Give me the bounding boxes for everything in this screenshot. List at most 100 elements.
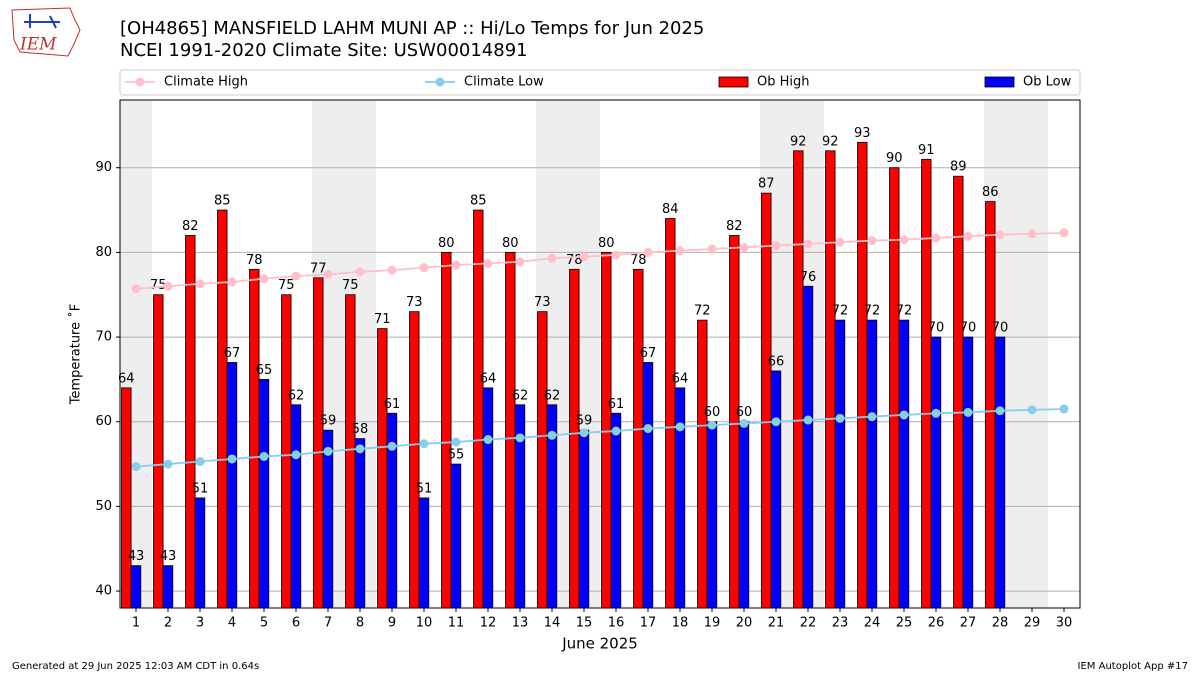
data-label: 59 <box>576 414 593 429</box>
x-tick-label: 24 <box>864 616 881 631</box>
point <box>387 265 397 275</box>
y-tick-label: 70 <box>95 330 112 345</box>
data-label: 61 <box>384 397 401 412</box>
point <box>1059 228 1069 238</box>
bar <box>121 387 132 609</box>
data-label: 85 <box>470 194 487 209</box>
bar <box>866 319 878 609</box>
data-label: 73 <box>534 295 551 310</box>
point <box>483 258 493 268</box>
data-label: 92 <box>790 134 807 149</box>
logo: IEM <box>11 7 81 57</box>
bar <box>217 209 228 609</box>
point <box>963 407 973 417</box>
bar <box>409 311 420 609</box>
data-label: 62 <box>512 388 529 403</box>
point <box>995 230 1005 240</box>
point <box>931 408 941 418</box>
bar <box>185 235 196 609</box>
data-label: 84 <box>662 202 679 217</box>
data-label: 59 <box>320 414 337 429</box>
data-label: 71 <box>374 312 391 327</box>
point <box>387 441 397 451</box>
point <box>1027 405 1037 415</box>
bar <box>665 218 676 609</box>
bar <box>921 158 932 609</box>
data-label: 90 <box>886 151 903 166</box>
bar <box>569 268 580 609</box>
line <box>135 408 1065 468</box>
x-tick-label: 12 <box>480 616 497 631</box>
bar <box>322 429 334 609</box>
legend-label: Ob Low <box>1023 75 1072 90</box>
x-tick-label: 11 <box>448 616 465 631</box>
data-label: 82 <box>726 219 743 234</box>
bar <box>354 438 366 609</box>
data-label: 70 <box>960 321 977 336</box>
point <box>803 239 813 249</box>
point <box>547 430 557 440</box>
point <box>739 418 749 428</box>
point <box>291 271 301 281</box>
point <box>259 451 269 461</box>
point <box>451 437 461 447</box>
point <box>995 406 1005 416</box>
weekend-shade <box>1016 100 1048 608</box>
data-label: 64 <box>480 371 497 386</box>
data-label: 55 <box>448 448 465 463</box>
bar <box>377 328 388 609</box>
bar <box>706 421 718 609</box>
chart-title: [OH4865] MANSFIELD LAHM MUNI AP :: Hi/Lo… <box>120 18 704 39</box>
y-tick-label: 90 <box>95 160 112 175</box>
x-tick-label: 13 <box>512 616 529 631</box>
point <box>227 454 237 464</box>
point <box>259 274 269 284</box>
bar <box>345 294 356 609</box>
point <box>163 459 173 469</box>
data-label: 77 <box>310 261 327 276</box>
x-tick-label: 19 <box>704 616 721 631</box>
data-label: 61 <box>608 397 625 412</box>
bar <box>985 201 996 609</box>
point <box>867 412 877 422</box>
legend-label: Ob High <box>757 75 810 90</box>
bar <box>258 378 270 609</box>
y-axis-label: Temperature ˚F <box>68 304 84 405</box>
bar <box>697 319 708 609</box>
point <box>739 242 749 252</box>
data-label: 64 <box>672 371 689 386</box>
point <box>515 257 525 267</box>
bar <box>802 285 814 609</box>
data-label: 60 <box>704 405 721 420</box>
point <box>899 410 909 420</box>
legend-box <box>119 69 1081 96</box>
bar <box>537 311 548 609</box>
bar <box>505 251 516 609</box>
point <box>195 457 205 467</box>
x-tick-label: 16 <box>608 616 625 631</box>
point <box>771 417 781 427</box>
bar <box>793 150 804 609</box>
point <box>547 253 557 263</box>
data-label: 43 <box>128 549 145 564</box>
bar <box>130 565 142 609</box>
data-label: 80 <box>502 236 519 251</box>
x-tick-label: 30 <box>1056 616 1073 631</box>
footer-left: Generated at 29 Jun 2025 12:03 AM CDT in… <box>12 661 259 672</box>
data-label: 51 <box>416 481 433 496</box>
data-label: 65 <box>256 363 273 378</box>
bar <box>441 251 452 609</box>
x-tick-label: 9 <box>388 616 396 631</box>
point <box>515 433 525 443</box>
data-label: 62 <box>288 388 305 403</box>
x-tick-label: 15 <box>576 616 593 631</box>
point <box>707 420 717 430</box>
x-tick-label: 25 <box>896 616 913 631</box>
data-label: 64 <box>118 371 135 386</box>
y-tick-label: 40 <box>95 584 112 599</box>
data-label: 82 <box>182 219 199 234</box>
data-label: 43 <box>160 549 177 564</box>
data-label: 72 <box>896 304 913 319</box>
x-tick-label: 21 <box>768 616 785 631</box>
